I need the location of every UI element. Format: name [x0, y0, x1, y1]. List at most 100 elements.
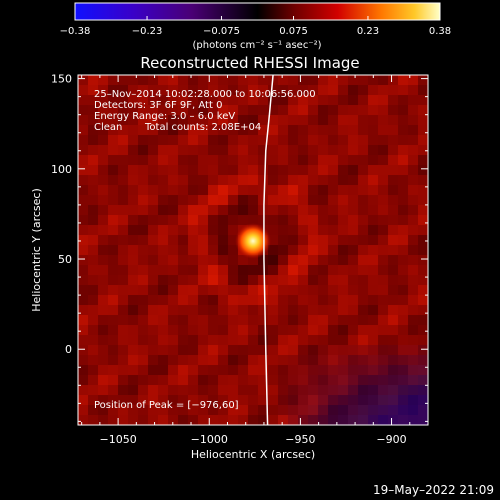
image-pixel [328, 185, 339, 196]
image-pixel [108, 305, 119, 316]
image-pixel [298, 405, 309, 416]
image-pixel [198, 215, 209, 226]
image-pixel [168, 195, 179, 206]
image-pixel [178, 275, 189, 286]
colorbar-tick-label: 0.38 [429, 26, 451, 37]
image-pixel [198, 95, 209, 106]
image-pixel [328, 315, 339, 326]
image-pixel [368, 225, 379, 236]
image-pixel [338, 345, 349, 356]
image-pixel [318, 415, 329, 425]
image-pixel [98, 195, 109, 206]
image-pixel [138, 215, 149, 226]
image-pixel [108, 325, 119, 336]
image-pixel [228, 185, 239, 196]
image-pixel [138, 115, 149, 126]
image-pixel [88, 375, 99, 386]
image-pixel [198, 365, 209, 376]
image-pixel [178, 325, 189, 336]
image-pixel [248, 135, 259, 146]
image-pixel [138, 245, 149, 256]
y-tick-label: 50 [58, 253, 72, 266]
image-pixel [408, 115, 419, 126]
image-pixel [278, 185, 289, 196]
image-pixel [238, 105, 249, 116]
image-pixel [308, 175, 319, 186]
image-pixel [298, 385, 309, 396]
image-pixel [108, 245, 119, 256]
image-pixel [268, 405, 279, 416]
image-pixel [248, 365, 259, 376]
image-pixel [248, 255, 259, 266]
image-pixel [338, 135, 349, 146]
colorbar-units: (photons cm⁻² s⁻¹ asec⁻²) [192, 40, 321, 51]
image-pixel [198, 245, 209, 256]
image-pixel [378, 165, 389, 176]
image-pixel [228, 405, 239, 416]
image-pixel [238, 185, 249, 196]
image-pixel [188, 245, 199, 256]
image-pixel [318, 265, 329, 276]
image-pixel [128, 195, 139, 206]
image-pixel [318, 75, 329, 86]
image-pixel [148, 105, 159, 116]
image-pixel [168, 345, 179, 356]
image-pixel [188, 305, 199, 316]
image-pixel [388, 265, 399, 276]
image-pixel [328, 415, 339, 425]
image-pixel [378, 205, 389, 216]
image-pixel [168, 95, 179, 106]
image-pixel [108, 295, 119, 306]
image-pixel [408, 325, 419, 336]
image-pixel [288, 105, 299, 116]
image-pixel [178, 395, 189, 406]
image-pixel [128, 125, 139, 136]
image-pixel [138, 225, 149, 236]
image-pixel [368, 195, 379, 206]
image-pixel [258, 335, 269, 346]
image-pixel [308, 285, 319, 296]
image-pixel [308, 305, 319, 316]
image-pixel [328, 195, 339, 206]
image-pixel [338, 125, 349, 136]
image-pixel [258, 255, 269, 266]
image-pixel [108, 335, 119, 346]
image-pixel [268, 95, 279, 106]
image-pixel [318, 115, 329, 126]
image-pixel [398, 95, 409, 106]
image-pixel [348, 135, 359, 146]
image-pixel [318, 225, 329, 236]
image-pixel [88, 295, 99, 306]
image-pixel [188, 135, 199, 146]
image-pixel [228, 125, 239, 136]
image-pixel [208, 335, 219, 346]
image-pixel [98, 365, 109, 376]
image-pixel [228, 285, 239, 296]
image-pixel [178, 185, 189, 196]
image-pixel [168, 325, 179, 336]
image-pixel [238, 415, 249, 425]
image-pixel [118, 185, 129, 196]
image-pixel [268, 285, 279, 296]
image-pixel [228, 105, 239, 116]
image-pixel [318, 205, 329, 216]
image-pixel [218, 405, 229, 416]
image-pixel [168, 135, 179, 146]
image-pixel [338, 165, 349, 176]
image-pixel [348, 385, 359, 396]
image-pixel [258, 285, 269, 296]
image-pixel [208, 185, 219, 196]
image-pixel [228, 275, 239, 286]
image-pixel [228, 245, 239, 256]
image-pixel [388, 355, 399, 366]
image-pixel [178, 355, 189, 366]
image-pixel [378, 355, 389, 366]
image-pixel [368, 105, 379, 116]
image-pixel [418, 405, 428, 416]
image-pixel [258, 375, 269, 386]
image-pixel [188, 235, 199, 246]
image-pixel [88, 285, 99, 296]
image-pixel [358, 365, 369, 376]
image-pixel [368, 125, 379, 136]
image-pixel [348, 285, 359, 296]
